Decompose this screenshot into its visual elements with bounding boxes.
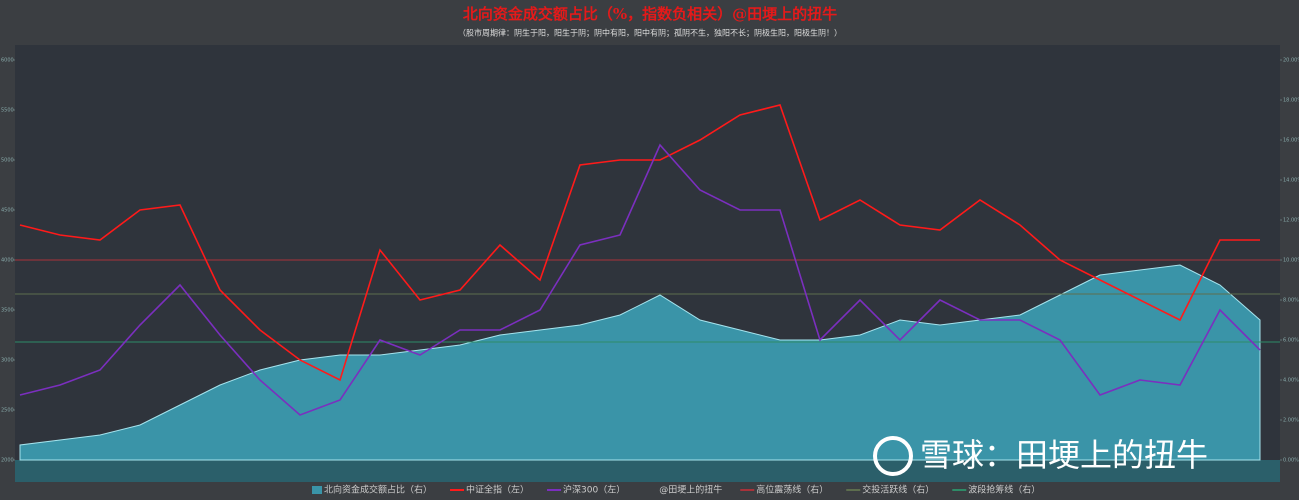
legend-label: 中证全指（左） bbox=[466, 484, 529, 496]
y-tick-label: 5000 bbox=[1, 158, 14, 164]
legend-label: 沪深300（左） bbox=[563, 484, 625, 496]
line bbox=[19, 143, 1261, 416]
legend-label: 波段抢筹线（右） bbox=[968, 484, 1040, 496]
y2-tick-label: 8.00% bbox=[1283, 298, 1299, 304]
plot: 2000 2500 3000 3500 4000 4500 5000 5500 6000 0.00… bbox=[1, 58, 1299, 464]
legend-label: 北向资金成交额占比（右） bbox=[324, 484, 432, 496]
y-tick-label: 4500 bbox=[1, 208, 14, 214]
legend-swatch bbox=[312, 486, 322, 494]
y-tick-label: 2000 bbox=[1, 458, 14, 464]
chart-title: 北向资金成交额占比（%，指数负相关）@田埂上的扭牛 bbox=[463, 5, 837, 23]
line bbox=[19, 104, 1260, 382]
watermark-text: 雪球：田埂上的扭牛 bbox=[920, 436, 1208, 474]
legend-label: 交投活跃线（右） bbox=[862, 484, 934, 496]
x-axis-band bbox=[15, 460, 1280, 482]
watermark-icon bbox=[873, 436, 913, 476]
y2-tick-label: 4.00% bbox=[1283, 378, 1299, 384]
chart-subtitle: （股市周期律：阴生于阳，阳生于阴；阴中有阳，阳中有阴；孤阴不生，独阳不长；阴极生… bbox=[458, 28, 842, 38]
watermark: 雪球：田埂上的扭牛 bbox=[873, 436, 1208, 476]
y2-tick-label: 2.00% bbox=[1283, 418, 1299, 424]
y-tick-label: 3500 bbox=[1, 308, 14, 314]
y-tick-label: 5500 bbox=[1, 108, 14, 114]
y2-tick-label: 14.00% bbox=[1283, 178, 1299, 184]
y-tick-label: 6000 bbox=[1, 58, 14, 64]
area bbox=[19, 264, 1261, 461]
y2-tick-label: 0.00% bbox=[1283, 458, 1299, 464]
legend-label: 高位震荡线（右） bbox=[756, 484, 828, 496]
legend: 北向资金成交额占比（右） 中证全指（左） 沪深300（左） @田埂上的扭牛 高位震荡线（… bbox=[312, 484, 1040, 496]
y-tick-label: 2500 bbox=[1, 408, 14, 414]
y2-tick-label: 6.00% bbox=[1283, 338, 1299, 344]
y-tick-label: 3000 bbox=[1, 358, 14, 364]
y2-tick-label: 16.00% bbox=[1283, 138, 1299, 144]
legend-label: @田埂上的扭牛 bbox=[659, 484, 722, 496]
y2-tick-label: 20.00% bbox=[1283, 58, 1299, 64]
y2-tick-label: 18.00% bbox=[1283, 98, 1299, 104]
y2-tick-label: 10.00% bbox=[1283, 258, 1299, 264]
y2-tick-label: 12.00% bbox=[1283, 218, 1299, 224]
y-tick-label: 4000 bbox=[1, 258, 14, 264]
